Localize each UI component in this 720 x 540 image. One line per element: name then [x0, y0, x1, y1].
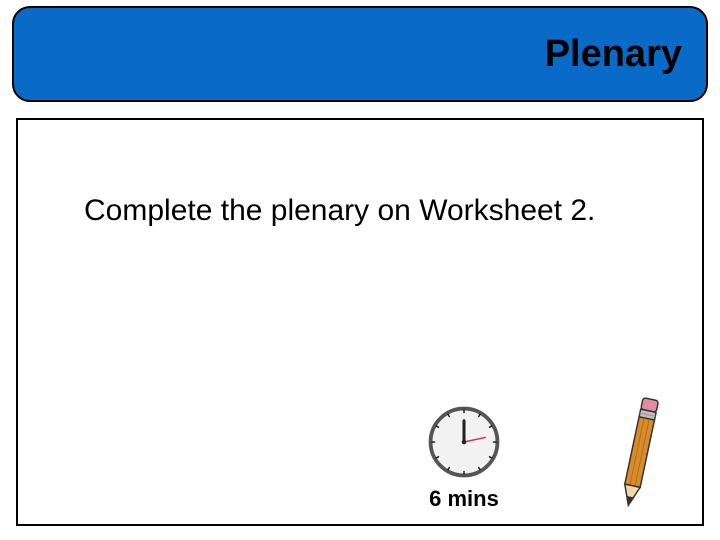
timer-label: 6 mins: [429, 486, 499, 512]
clock-icon: [426, 404, 502, 480]
pencil-icon: [616, 396, 662, 519]
instruction-text: Complete the plenary on Worksheet 2.: [84, 194, 595, 228]
slide-header: Plenary: [12, 6, 708, 102]
slide-title: Plenary: [545, 33, 682, 76]
timer-block: 6 mins: [426, 404, 502, 512]
content-panel: Complete the plenary on Worksheet 2. 6 m…: [16, 118, 704, 526]
